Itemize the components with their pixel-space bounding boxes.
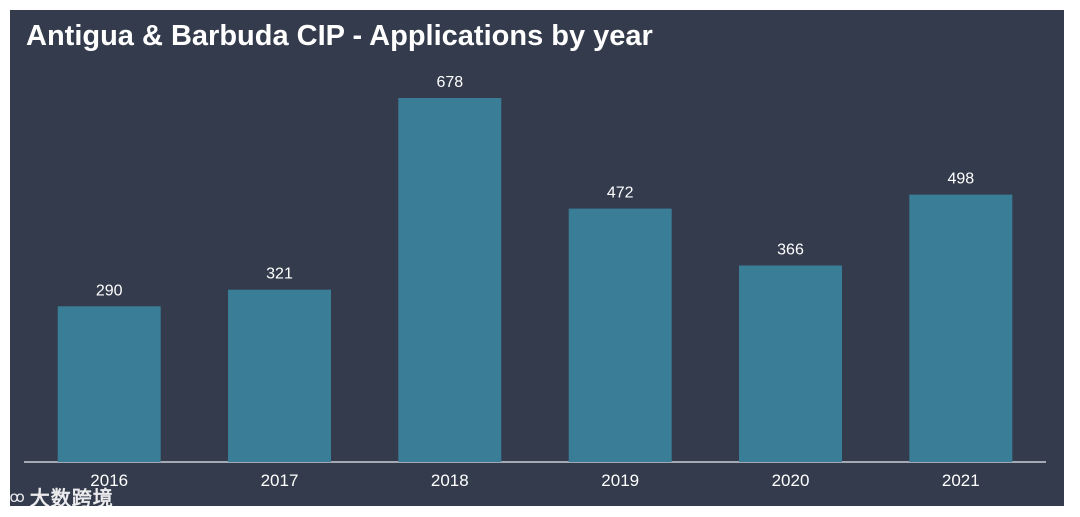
x-tick-2018: 2018: [431, 471, 469, 490]
bar-2019: [568, 208, 672, 462]
data-label-2018: 678: [436, 74, 463, 91]
bar-2017: [228, 289, 331, 462]
data-label-2020: 366: [777, 242, 804, 259]
x-tick-2016: 2016: [90, 471, 128, 490]
bars: [57, 98, 1013, 462]
data-label-2019: 472: [607, 185, 634, 202]
bar-2018: [398, 98, 502, 462]
x-tick-labels: 2016 2017 2018 2019 2020 2021: [90, 471, 979, 490]
bar-2020: [739, 265, 842, 462]
watermark-text: 大数跨境: [29, 486, 114, 510]
data-label-2021: 498: [947, 171, 974, 188]
x-tick-2021: 2021: [942, 471, 980, 490]
x-tick-2017: 2017: [261, 471, 299, 490]
bar-2016: [57, 306, 161, 462]
chart-title: Antigua & Barbuda CIP - Applications by …: [26, 20, 653, 52]
bar-2021: [909, 194, 1013, 462]
chart-panel: Antigua & Barbuda CIP - Applications by …: [10, 10, 1064, 506]
x-tick-2020: 2020: [772, 471, 810, 490]
data-label-2017: 321: [266, 266, 293, 283]
data-label-2016: 290: [96, 282, 123, 299]
x-tick-2019: 2019: [601, 471, 639, 490]
watermark: ℂꝏ 大数跨境: [0, 482, 114, 511]
watermark-logo-icon: ℂꝏ: [0, 487, 25, 506]
data-labels: 290 321 678 472 366 498: [96, 74, 974, 299]
